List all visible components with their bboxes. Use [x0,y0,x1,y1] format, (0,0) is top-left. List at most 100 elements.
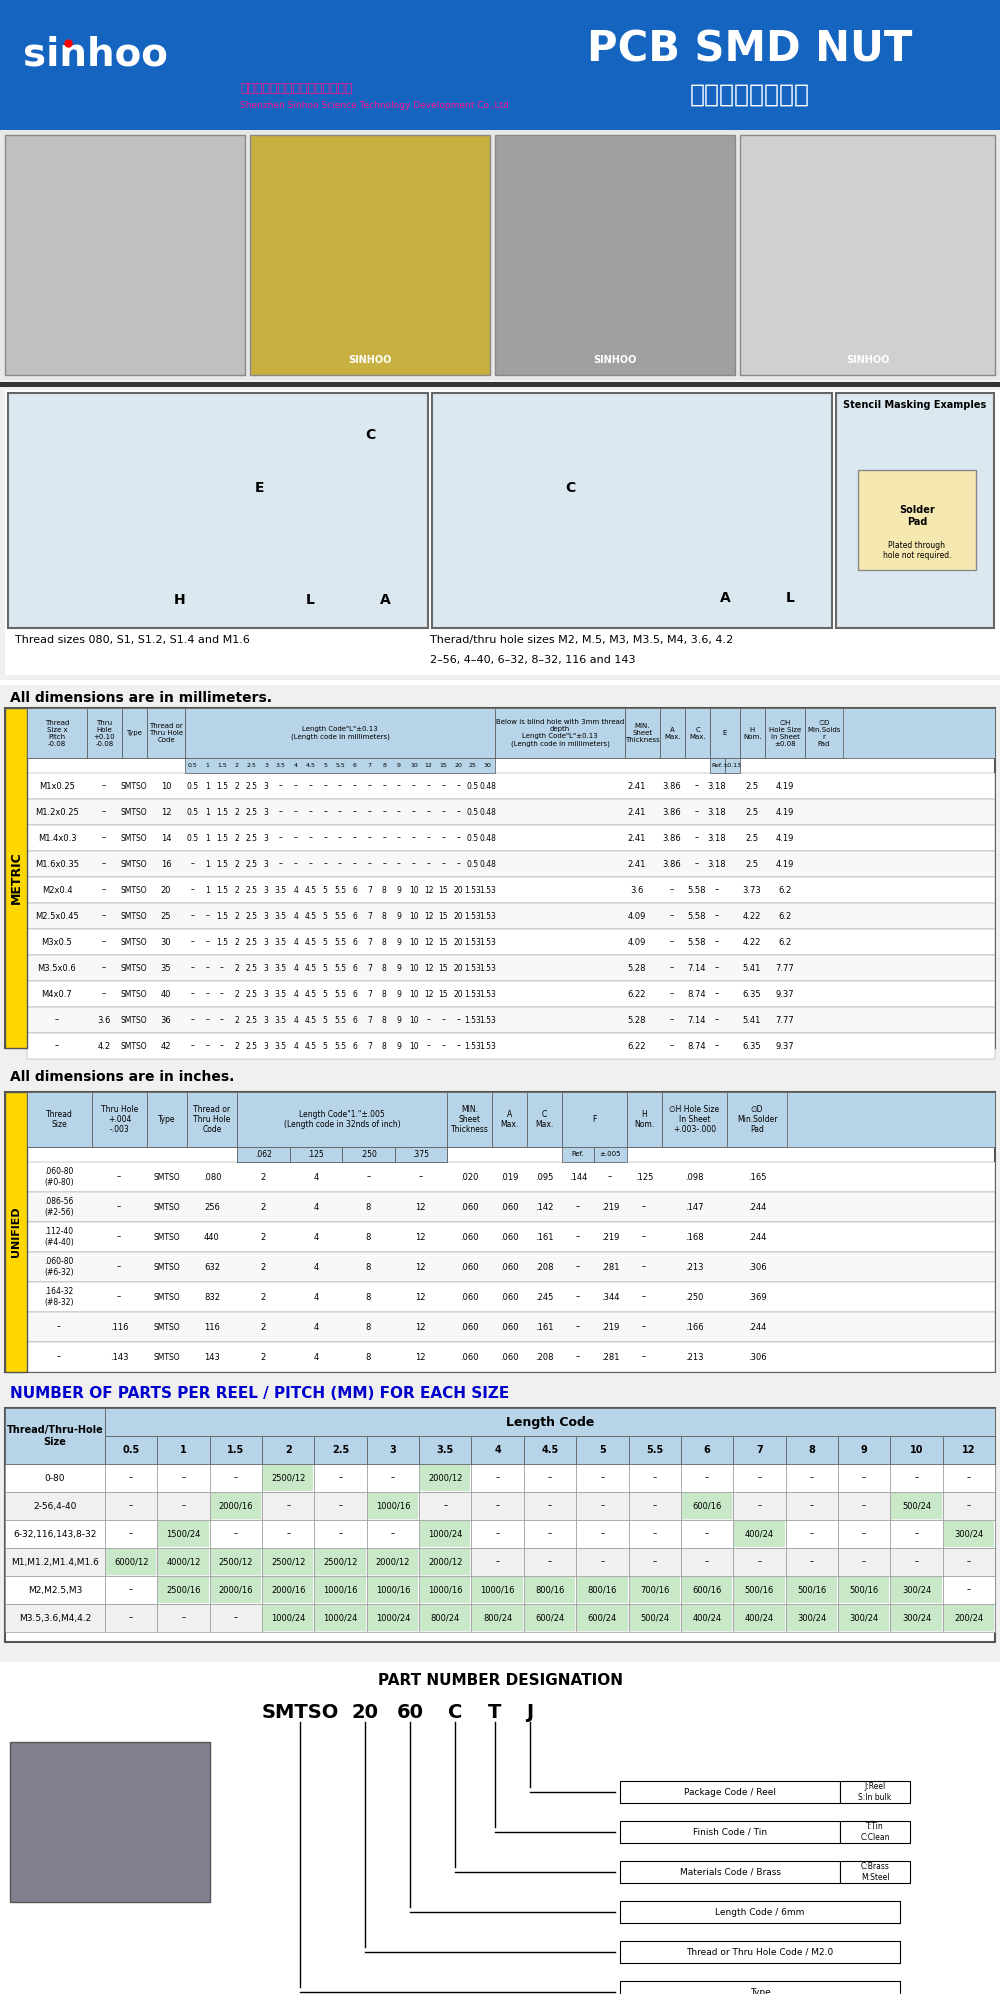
Bar [725,758,740,774]
Text: –: – [576,1232,580,1242]
Text: 500/16: 500/16 [849,1585,879,1595]
Text: SINHOO: SINHOO [348,355,392,365]
Bar [5,1408,995,1641]
Text: 1: 1 [205,808,210,816]
Text: .164-32
(#8-32): .164-32 (#8-32) [44,1288,74,1306]
Text: 5.5: 5.5 [334,937,346,947]
Text: –: – [181,1613,186,1623]
Text: 700/16: 700/16 [640,1585,669,1595]
Bar [420,1605,470,1631]
Text: 4.5: 4.5 [541,1446,559,1456]
Bar [682,1577,732,1603]
Text: –: – [427,808,431,816]
Bar [314,1492,367,1519]
Bar [210,1464,262,1492]
Bar [314,1436,367,1464]
Text: SMTSO: SMTSO [154,1322,180,1332]
Text: 9.37: 9.37 [776,989,794,999]
Text: .060-80
(#0-80): .060-80 (#0-80) [44,1166,74,1186]
Text: Thru Hole
+.004
-.003: Thru Hole +.004 -.003 [101,1105,138,1135]
Text: –: – [294,833,298,843]
Text: 800/16: 800/16 [535,1585,565,1595]
Text: 800/16: 800/16 [588,1585,617,1595]
Bar [838,1436,890,1464]
Text: 3.5: 3.5 [437,1446,454,1456]
Text: –: – [642,1352,646,1362]
Text: 3: 3 [264,937,269,947]
Text: 2: 2 [261,1322,266,1332]
Text: 4.19: 4.19 [776,782,794,790]
Text: 5.5: 5.5 [334,1015,346,1025]
Bar [471,1547,524,1575]
Text: 5.5: 5.5 [334,963,346,973]
Bar [5,1093,995,1372]
Text: 9: 9 [397,989,401,999]
Bar [419,1492,471,1519]
Text: –: – [670,937,674,947]
Text: Thread sizes 080, S1, S1.2, S1.4 and M1.6: Thread sizes 080, S1, S1.2, S1.4 and M1.… [15,634,250,644]
Text: 0.5: 0.5 [467,859,479,869]
Text: –: – [757,1557,762,1567]
Bar [10,1743,210,1902]
Bar [158,1521,209,1547]
Text: –: – [427,1041,431,1051]
Text: 3: 3 [264,782,269,790]
Text: 12: 12 [416,1322,426,1332]
Text: 1.53: 1.53 [464,1041,481,1051]
Bar [890,1547,943,1575]
Text: –: – [496,1529,500,1539]
Text: 400/24: 400/24 [745,1529,774,1539]
Bar [210,1519,262,1547]
Text: –: – [294,808,298,816]
Text: 1.53: 1.53 [464,911,481,921]
Text: .060: .060 [460,1352,478,1362]
Text: A
Max.: A Max. [664,726,681,740]
Text: 1: 1 [205,833,210,843]
Text: 6: 6 [352,1041,357,1051]
Text: 7: 7 [756,1446,763,1456]
Text: SMTSO: SMTSO [121,963,147,973]
Text: .095: .095 [535,1172,553,1182]
Bar [105,1436,157,1464]
Text: 4: 4 [293,937,298,947]
Text: 2.5: 2.5 [245,859,257,869]
Text: 9: 9 [397,963,401,973]
Text: 2000/12: 2000/12 [428,1557,462,1567]
Bar [5,1547,105,1575]
Text: 12: 12 [416,1292,426,1302]
Text: 6: 6 [352,885,357,895]
Text: –: – [441,833,445,843]
Text: 1.5: 1.5 [216,782,228,790]
Bar [890,1436,943,1464]
Text: 2500/12: 2500/12 [271,1557,305,1567]
Text: 2: 2 [234,1041,239,1051]
Text: .142: .142 [535,1202,553,1212]
Text: –: – [653,1557,657,1567]
Bar [525,1577,575,1603]
Text: –: – [600,1529,604,1539]
Text: 9: 9 [397,937,401,947]
Text: .060-80
(#6-32): .060-80 (#6-32) [44,1258,74,1276]
Text: 6: 6 [352,963,357,973]
Text: 30: 30 [484,762,492,768]
Text: –: – [309,833,312,843]
Text: 2.5: 2.5 [245,937,257,947]
Text: .213: .213 [685,1352,703,1362]
Text: 7: 7 [367,963,372,973]
Bar [472,1577,523,1603]
Text: .281: .281 [601,1352,619,1362]
Text: –: – [967,1585,971,1595]
Text: .250: .250 [360,1149,377,1159]
Text: M1,M1.2,M1.4,M1.6: M1,M1.2,M1.4,M1.6 [11,1557,99,1567]
Text: 1.5: 1.5 [217,762,227,768]
Bar [891,1494,942,1519]
Text: .208: .208 [535,1352,553,1362]
Text: .060: .060 [500,1262,518,1272]
Bar [237,1147,447,1163]
Text: SMTSO: SMTSO [121,1041,147,1051]
Text: Solder: Solder [899,504,935,514]
Text: 12: 12 [416,1262,426,1272]
Text: –: – [368,859,371,869]
Text: 2.5: 2.5 [245,911,257,921]
Text: 12: 12 [424,989,433,999]
